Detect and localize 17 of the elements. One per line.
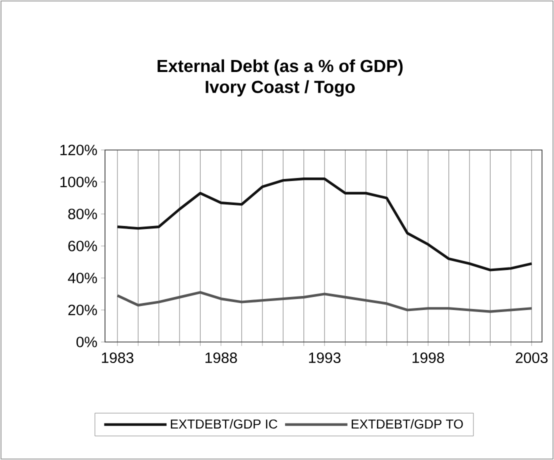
y-tick-label: 120% (60, 144, 97, 156)
x-tick-label: 1988 (206, 352, 237, 364)
y-tick-label: 40% (68, 272, 97, 284)
chart-title: External Debt (as a % of GDP) (158, 59, 403, 76)
y-tick-label: 100% (60, 176, 97, 188)
y-tick-label: 80% (68, 208, 97, 220)
y-tick-label: 0% (76, 336, 97, 348)
x-tick-label: 2003 (516, 352, 548, 364)
y-tick-label: 60% (68, 240, 97, 252)
x-tick-label: 1993 (309, 352, 341, 364)
legend-label: EXTDEBT/GDP IC (170, 419, 278, 429)
x-tick-label: 1983 (102, 352, 134, 364)
legend-label: EXTDEBT/GDP TO (352, 419, 463, 429)
chart-subtitle: Ivory Coast / Togo (206, 80, 355, 97)
y-tick-label: 20% (68, 304, 97, 316)
x-tick-label: 1998 (412, 352, 444, 364)
line-series (116, 177, 533, 272)
